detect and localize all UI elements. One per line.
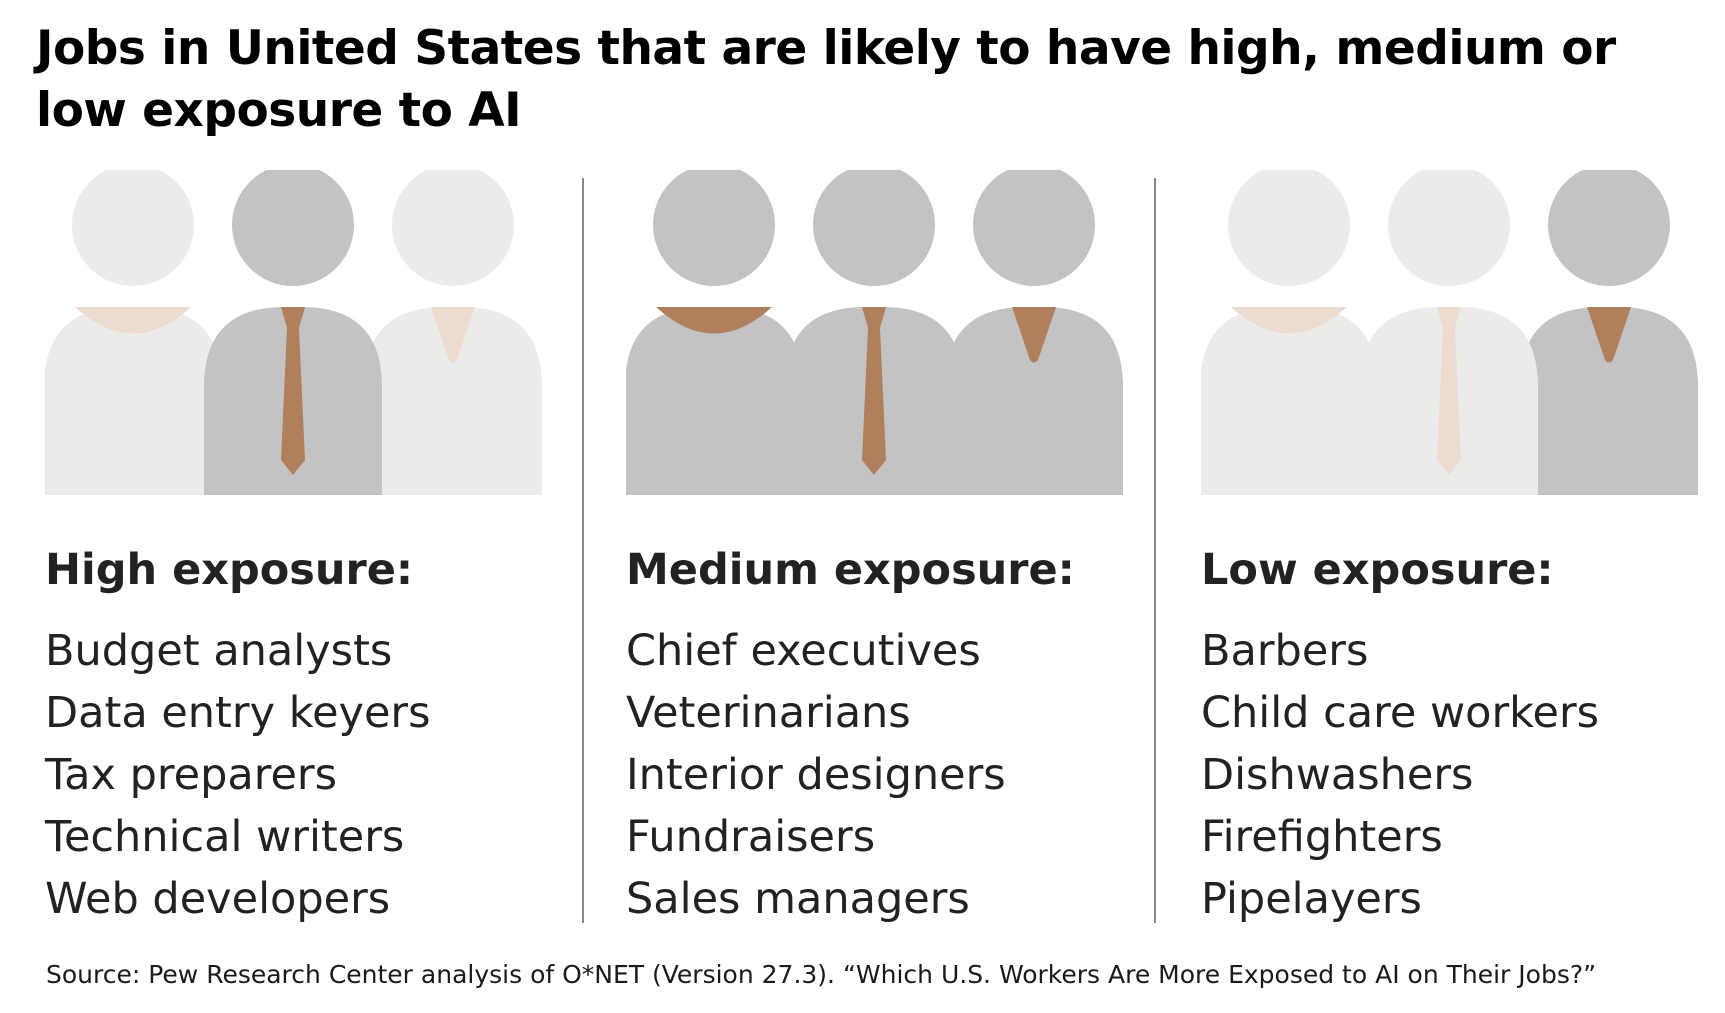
low-exposure-job-list: Barbers Child care workers Dishwashers F… bbox=[1201, 620, 1599, 930]
job-item: Pipelayers bbox=[1201, 874, 1422, 924]
job-item: Sales managers bbox=[626, 874, 970, 924]
person-head bbox=[813, 170, 935, 286]
person-figure-2 bbox=[785, 170, 963, 495]
job-item: Chief executives bbox=[626, 626, 981, 676]
person-figure-3 bbox=[364, 170, 542, 495]
job-item: Child care workers bbox=[1201, 688, 1600, 738]
job-item: Tax preparers bbox=[45, 750, 338, 800]
chart-title: Jobs in United States that are likely to… bbox=[36, 21, 1616, 138]
high-exposure-job-list: Budget analysts Data entry keyers Tax pr… bbox=[45, 620, 431, 930]
job-item: Barbers bbox=[1201, 626, 1369, 676]
person-figure-2 bbox=[1360, 170, 1538, 495]
job-item: Data entry keyers bbox=[45, 688, 431, 738]
necktie-shape bbox=[281, 307, 305, 475]
vneck-shape bbox=[431, 307, 475, 363]
job-item: Technical writers bbox=[45, 812, 405, 862]
person-figure-2 bbox=[204, 170, 382, 495]
medium-exposure-job-list: Chief executives Veterinarians Interior … bbox=[626, 620, 1006, 930]
vneck-shape bbox=[1587, 307, 1631, 363]
person-torso bbox=[45, 307, 222, 495]
low-exposure-heading: Low exposure: bbox=[1201, 545, 1554, 595]
person-figure-3 bbox=[1520, 170, 1698, 495]
person-torso bbox=[1520, 307, 1698, 495]
person-torso bbox=[364, 307, 542, 495]
medium-exposure-heading: Medium exposure: bbox=[626, 545, 1075, 595]
job-item: Budget analysts bbox=[45, 626, 393, 676]
person-head bbox=[1388, 170, 1510, 286]
source-note: Source: Pew Research Center analysis of … bbox=[46, 960, 1597, 989]
necktie-shape bbox=[1437, 307, 1461, 475]
person-torso bbox=[945, 307, 1123, 495]
job-item: Dishwashers bbox=[1201, 750, 1474, 800]
person-figure-1 bbox=[1201, 170, 1378, 495]
person-figure-3 bbox=[945, 170, 1123, 495]
person-head bbox=[973, 170, 1095, 286]
person-torso bbox=[626, 307, 803, 495]
job-item: Veterinarians bbox=[626, 688, 911, 738]
necktie-shape bbox=[862, 307, 886, 475]
high-exposure-figures bbox=[45, 170, 542, 495]
person-head bbox=[72, 170, 194, 286]
vneck-shape bbox=[1012, 307, 1056, 363]
column-divider bbox=[582, 178, 584, 923]
person-torso bbox=[1201, 307, 1378, 495]
person-head bbox=[653, 170, 775, 286]
person-head bbox=[392, 170, 514, 286]
person-figure-1 bbox=[45, 170, 222, 495]
collar-shape bbox=[1231, 307, 1347, 334]
job-item: Fundraisers bbox=[626, 812, 876, 862]
person-figure-1 bbox=[626, 170, 803, 495]
job-item: Firefighters bbox=[1201, 812, 1443, 862]
low-exposure-figures bbox=[1201, 170, 1698, 495]
person-head bbox=[232, 170, 354, 286]
column-divider bbox=[1154, 178, 1156, 923]
medium-exposure-figures bbox=[626, 170, 1123, 495]
collar-shape bbox=[75, 307, 191, 334]
high-exposure-heading: High exposure: bbox=[45, 545, 414, 595]
person-head bbox=[1548, 170, 1670, 286]
job-item: Interior designers bbox=[626, 750, 1006, 800]
person-head bbox=[1228, 170, 1350, 286]
job-item: Web developers bbox=[45, 874, 391, 924]
collar-shape bbox=[656, 307, 772, 334]
